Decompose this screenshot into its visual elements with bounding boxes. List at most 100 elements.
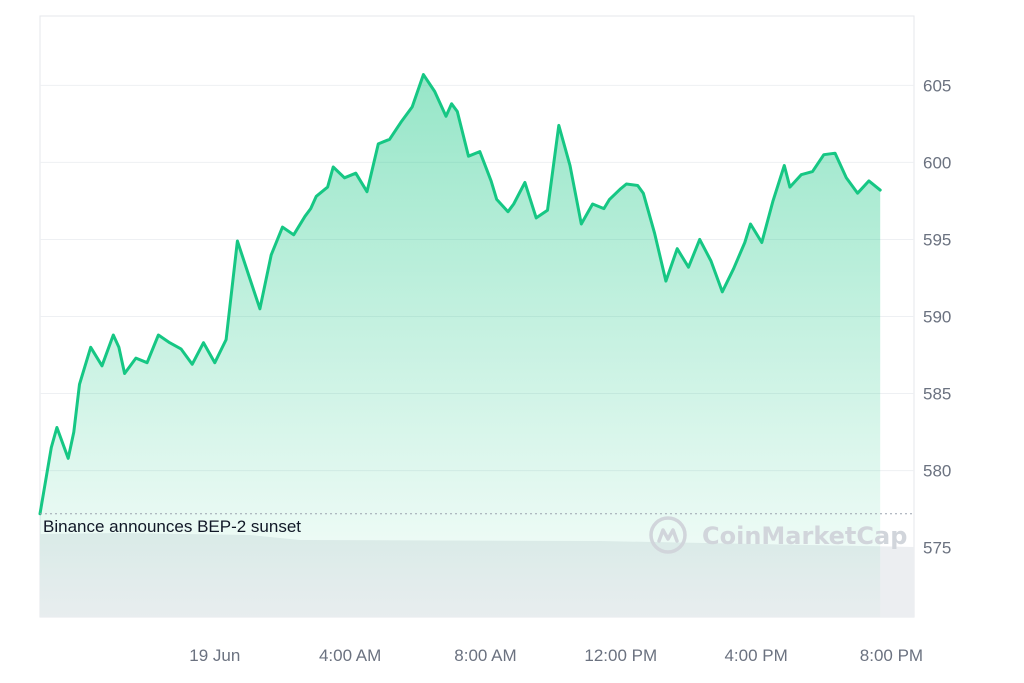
data-point [721,290,724,293]
data-point [343,176,346,179]
data-point [117,346,120,349]
data-point [625,182,628,185]
x-tick-label: 4:00 AM [319,646,381,665]
data-point [456,110,459,113]
data-point [653,232,656,235]
data-point [591,203,594,206]
data-point [444,115,447,118]
data-point [50,446,53,449]
data-point [845,176,848,179]
data-point [743,241,746,244]
data-point [478,150,481,153]
data-point [772,199,775,202]
data-point [422,73,425,76]
data-point [636,184,639,187]
data-point [315,195,318,198]
watermark-text: CoinMarketCap [702,522,907,550]
data-point [788,186,791,189]
data-point [580,223,583,226]
data-point [39,512,42,515]
y-axis: 575 580 585 590 595 600 605 [923,76,951,557]
data-point [411,105,414,108]
data-point [247,273,250,276]
data-point [687,266,690,269]
x-tick-label: 12:00 PM [584,646,657,665]
data-point [732,267,735,270]
data-point [879,189,882,192]
x-tick-label: 8:00 AM [454,646,516,665]
data-point [326,186,329,189]
data-point [388,138,391,141]
data-point [867,179,870,182]
data-point [213,361,216,364]
data-point [202,341,205,344]
data-point [664,280,667,283]
data-point [495,198,498,201]
data-point [225,338,228,341]
data-point [304,215,307,218]
coinmarketcap-logo-icon [649,516,687,554]
data-point [557,124,560,127]
x-tick-label: 8:00 PM [860,646,923,665]
data-point [608,198,611,201]
price-line [38,73,882,516]
data-point [112,333,115,336]
data-point [490,179,493,182]
data-point [783,164,786,167]
data-point [366,190,369,193]
x-tick-label: 19 Jun [189,646,240,665]
data-point [569,164,572,167]
coinmarketcap-logo-mark [657,528,679,543]
data-point [157,333,160,336]
data-point [822,153,825,156]
data-point [698,238,701,241]
data-point [760,241,763,244]
data-point [146,361,149,364]
x-axis: 19 Jun 4:00 AM 8:00 AM 12:00 PM 4:00 PM 8:00 … [189,646,923,665]
y-tick-label: 590 [923,308,951,327]
data-point [834,152,837,155]
data-point [523,181,526,184]
data-point [292,233,295,236]
data-point [535,216,538,219]
annotation-label: Binance announces BEP-2 sunset [43,517,301,536]
y-tick-label: 585 [923,385,951,404]
data-point [354,172,357,175]
data-point [602,207,605,210]
data-point [236,239,239,242]
data-point [78,383,81,386]
data-point [89,346,92,349]
data-point [399,121,402,124]
data-point [258,307,261,310]
data-point [168,341,171,344]
data-point [507,210,510,213]
y-tick-label: 600 [923,153,951,172]
data-point [67,457,70,460]
data-point [134,357,137,360]
data-point [270,253,273,256]
data-point [309,207,312,210]
data-point [450,102,453,105]
data-point [749,223,752,226]
data-point [710,260,713,263]
data-point [512,203,515,206]
data-point [123,372,126,375]
data-point [642,192,645,195]
price-area [40,74,881,618]
data-point [546,209,549,212]
data-point [191,363,194,366]
data-point [467,155,470,158]
data-point [101,364,104,367]
x-tick-label: 4:00 PM [724,646,787,665]
watermark: CoinMarketCap [649,516,907,554]
data-point [856,192,859,195]
data-point [55,426,58,429]
data-point [433,90,436,93]
data-point [179,347,182,350]
y-tick-label: 605 [923,76,951,95]
y-tick-label: 580 [923,462,951,481]
data-point [281,226,284,229]
data-point [676,247,679,250]
y-tick-label: 575 [923,539,951,558]
